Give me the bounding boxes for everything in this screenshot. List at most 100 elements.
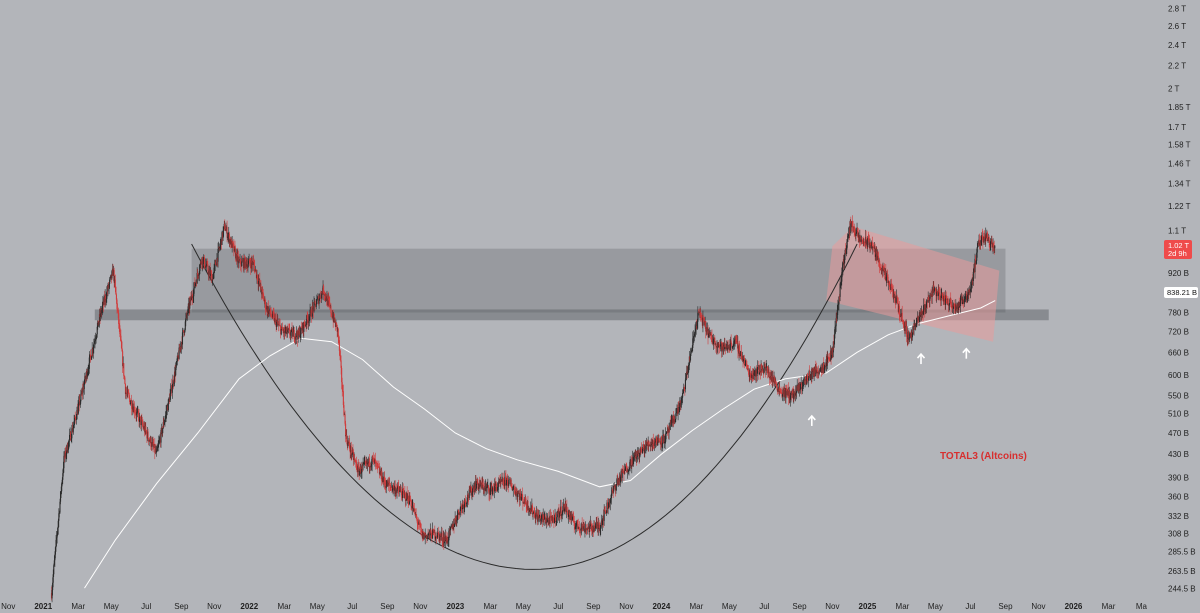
candle-body	[380, 470, 382, 476]
candle-body	[614, 487, 616, 491]
candle-body	[52, 582, 54, 591]
candle-body	[687, 366, 689, 374]
candle-body	[142, 424, 144, 426]
candle-body	[822, 367, 824, 371]
candle-body	[550, 515, 552, 518]
candle-body	[227, 235, 229, 237]
candle-body	[442, 537, 444, 542]
candle-body	[228, 233, 230, 236]
candle-body	[698, 311, 700, 313]
candle-body	[735, 337, 737, 339]
candle-body	[108, 284, 110, 288]
candle-body	[859, 236, 861, 242]
candle-body	[457, 509, 460, 515]
candle-body	[811, 371, 813, 379]
cup-curve-line	[191, 243, 858, 570]
candle-body	[486, 486, 488, 488]
candle-body	[237, 255, 239, 264]
candle-body	[75, 419, 77, 420]
candle-body	[916, 320, 918, 325]
candle-body	[592, 530, 594, 533]
candle-body	[448, 530, 450, 541]
candle-body	[896, 296, 898, 297]
candle-body	[364, 461, 366, 463]
candle-body	[467, 494, 469, 498]
candle-body	[259, 283, 261, 286]
candle-body	[627, 470, 629, 472]
candle-body	[697, 312, 699, 314]
horizontal-band-rect	[94, 309, 1049, 321]
candle-body	[691, 350, 693, 353]
candle-body	[236, 253, 238, 262]
candle-body	[865, 236, 867, 245]
candle-body	[311, 306, 313, 317]
candle-body	[180, 346, 182, 348]
candle-body	[161, 427, 163, 434]
candle-body	[776, 385, 778, 388]
candle-body	[783, 389, 785, 395]
candle-body	[620, 471, 622, 477]
candle-body	[484, 485, 486, 491]
candle-body	[844, 254, 846, 264]
candle-body	[533, 511, 535, 513]
candle-body	[57, 520, 59, 528]
x-tick-label: May	[104, 602, 119, 611]
candle-body	[686, 371, 688, 374]
candle-body	[105, 298, 107, 300]
candle-body	[832, 348, 834, 353]
candle-body	[79, 399, 81, 405]
candle-body	[330, 313, 333, 315]
candle-body	[781, 392, 783, 397]
candle-body	[168, 398, 171, 402]
candle-body	[224, 223, 226, 231]
candle-body	[234, 246, 236, 249]
candle-body	[327, 298, 329, 306]
candle-body	[597, 524, 600, 529]
candle-body	[965, 294, 967, 296]
candle-body	[787, 395, 789, 396]
candle-body	[90, 356, 92, 360]
candle-body	[885, 277, 887, 281]
candles	[50, 215, 996, 603]
candle-body	[977, 243, 979, 248]
candle-body	[812, 368, 814, 371]
candle-body	[477, 484, 479, 489]
candle-body	[702, 317, 705, 319]
candle-body	[803, 379, 806, 381]
candle-body	[513, 488, 515, 489]
candle-body	[530, 507, 532, 511]
candle-body	[536, 512, 538, 515]
candle-body	[988, 237, 990, 243]
candle-body	[517, 493, 519, 494]
candle-body	[297, 329, 299, 340]
candle-body	[858, 235, 860, 242]
candle-body	[708, 332, 710, 338]
candle-body	[873, 246, 876, 249]
candle-body	[330, 305, 332, 314]
candle-body	[91, 348, 93, 357]
candle-body	[298, 330, 300, 335]
candle-body	[159, 438, 162, 443]
candle-body	[355, 460, 357, 463]
candle-body	[634, 453, 636, 455]
candle-body	[169, 394, 171, 402]
candle-body	[608, 503, 610, 508]
candle-body	[273, 315, 276, 323]
candle-body	[572, 515, 574, 517]
candle-body	[603, 509, 605, 521]
candle-body	[776, 387, 778, 392]
candle-body	[144, 426, 146, 433]
candle-body	[264, 300, 266, 302]
candle-body	[201, 263, 203, 265]
candle-body	[415, 514, 417, 515]
candle-body	[820, 368, 823, 373]
candle-body	[660, 442, 662, 445]
candle-body	[983, 236, 985, 243]
candle-body	[351, 449, 353, 455]
candle-body	[150, 437, 152, 447]
candle-body	[762, 372, 764, 374]
candle-body	[208, 270, 210, 275]
candle-body	[856, 229, 858, 232]
